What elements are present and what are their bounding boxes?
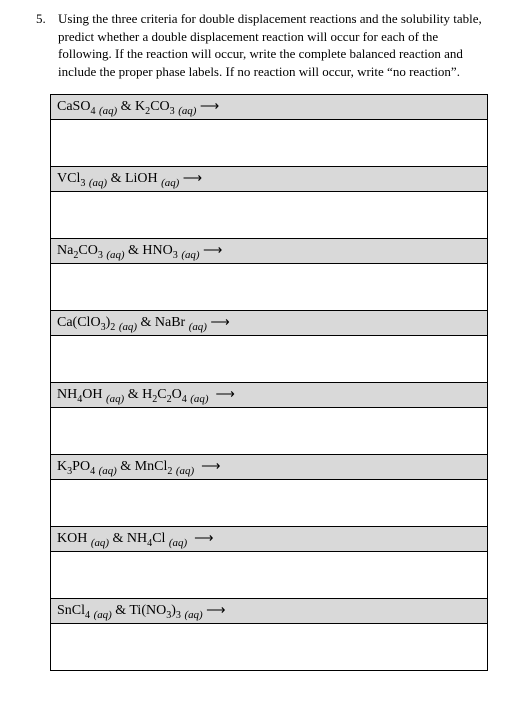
reactions-table: CaSO4 (aq) & K2CO3 (aq) ⟶ VCl3 (aq) & Li… — [50, 94, 488, 671]
reaction-row: SnCl4 (aq) & Ti(NO3)3 (aq) ⟶ — [51, 599, 487, 624]
reaction-row: Na2CO3 (aq) & HNO3 (aq) ⟶ — [51, 239, 487, 264]
answer-space — [51, 480, 487, 527]
reaction-formula: SnCl4 (aq) & Ti(NO3)3 (aq) ⟶ — [57, 603, 225, 618]
reaction-row: VCl3 (aq) & LiOH (aq) ⟶ — [51, 167, 487, 192]
question-block: 5. Using the three criteria for double d… — [58, 10, 488, 80]
question-number: 5. — [36, 10, 46, 28]
answer-space — [51, 192, 487, 239]
answer-space — [51, 336, 487, 383]
reaction-formula: CaSO4 (aq) & K2CO3 (aq) ⟶ — [57, 99, 219, 114]
reaction-row: K3PO4 (aq) & MnCl2 (aq) ⟶ — [51, 455, 487, 480]
reaction-formula: K3PO4 (aq) & MnCl2 (aq) ⟶ — [57, 459, 220, 474]
page: 5. Using the three criteria for double d… — [0, 0, 518, 691]
answer-space — [51, 552, 487, 599]
reaction-formula: KOH (aq) & NH4Cl (aq) ⟶ — [57, 531, 213, 546]
reaction-row: KOH (aq) & NH4Cl (aq) ⟶ — [51, 527, 487, 552]
reaction-formula: NH4OH (aq) & H2C2O4 (aq) ⟶ — [57, 387, 235, 402]
answer-space — [51, 408, 487, 455]
answer-space — [51, 264, 487, 311]
reaction-row: NH4OH (aq) & H2C2O4 (aq) ⟶ — [51, 383, 487, 408]
reaction-formula: VCl3 (aq) & LiOH (aq) ⟶ — [57, 171, 202, 186]
reaction-row: Ca(ClO3)2 (aq) & NaBr (aq) ⟶ — [51, 311, 487, 336]
answer-space — [51, 120, 487, 167]
reaction-row: CaSO4 (aq) & K2CO3 (aq) ⟶ — [51, 95, 487, 120]
question-prompt: Using the three criteria for double disp… — [58, 11, 482, 79]
reaction-formula: Ca(ClO3)2 (aq) & NaBr (aq) ⟶ — [57, 315, 229, 330]
reaction-formula: Na2CO3 (aq) & HNO3 (aq) ⟶ — [57, 243, 222, 258]
answer-space — [51, 624, 487, 671]
